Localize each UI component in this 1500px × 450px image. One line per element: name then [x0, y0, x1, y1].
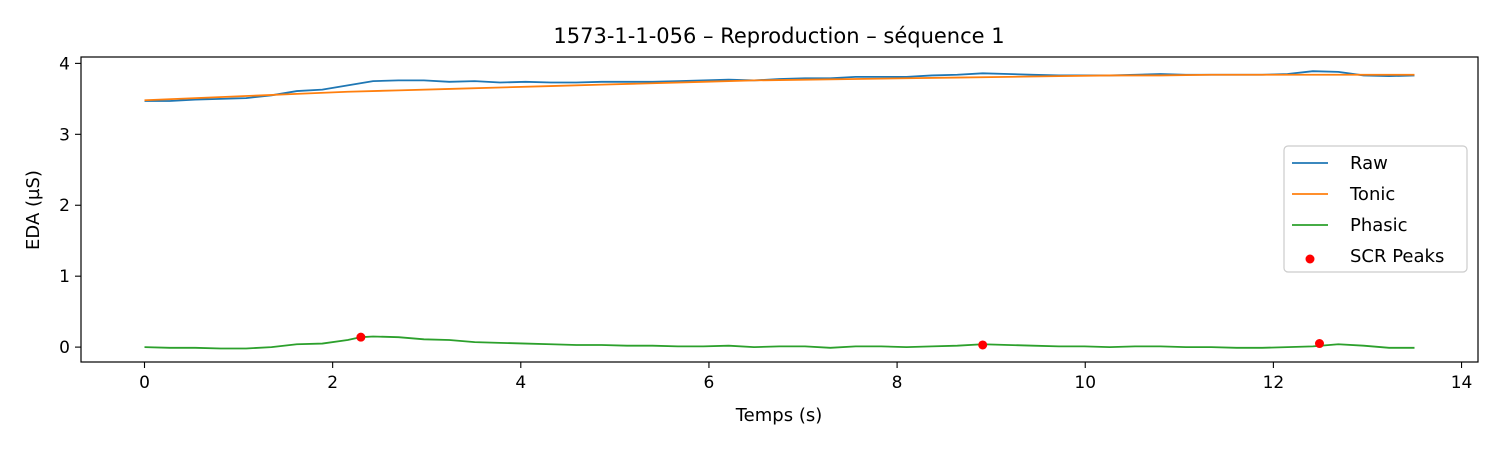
series-line-tonic — [144, 73, 1415, 102]
plot-background — [81, 57, 1478, 362]
y-tick-label: 1 — [59, 267, 70, 287]
plot-area — [81, 57, 1478, 362]
scr-peak-point — [356, 332, 366, 342]
legend-swatch-scr-peaks — [1305, 254, 1315, 264]
series-layer — [144, 70, 1415, 350]
legend-label-phasic: Phasic — [1350, 215, 1408, 236]
legend-label-raw: Raw — [1350, 153, 1388, 174]
legend-label-tonic: Tonic — [1349, 184, 1395, 205]
chart-title: 1573-1-1-056 – Reproduction – séquence 1 — [553, 24, 1004, 48]
x-tick-label: 4 — [515, 373, 526, 393]
y-tick-label: 0 — [59, 338, 70, 358]
legend: Raw Tonic Phasic SCR Peaks — [1283, 145, 1468, 273]
plot-frame — [80, 56, 1479, 363]
x-tick-label: 14 — [1451, 373, 1473, 393]
series-line-phasic — [144, 335, 1415, 350]
x-tick-label: 2 — [327, 373, 338, 393]
y-tick-label: 4 — [59, 54, 70, 74]
x-tick-label: 10 — [1074, 373, 1096, 393]
scr-peak-point — [978, 340, 988, 350]
scr-peak-point — [1314, 339, 1324, 349]
legend-label-scr-peaks: SCR Peaks — [1350, 246, 1444, 267]
y-axis-label: EDA (µS) — [23, 170, 44, 250]
x-tick-label: 0 — [139, 373, 150, 393]
legend-box — [1283, 145, 1468, 273]
x-tick-label: 12 — [1263, 373, 1285, 393]
y-tick-label: 3 — [59, 125, 70, 145]
x-tick-label: 6 — [704, 373, 715, 393]
x-tick-label: 8 — [892, 373, 903, 393]
y-tick-label: 2 — [59, 196, 70, 216]
x-axis-label: Temps (s) — [735, 405, 823, 426]
